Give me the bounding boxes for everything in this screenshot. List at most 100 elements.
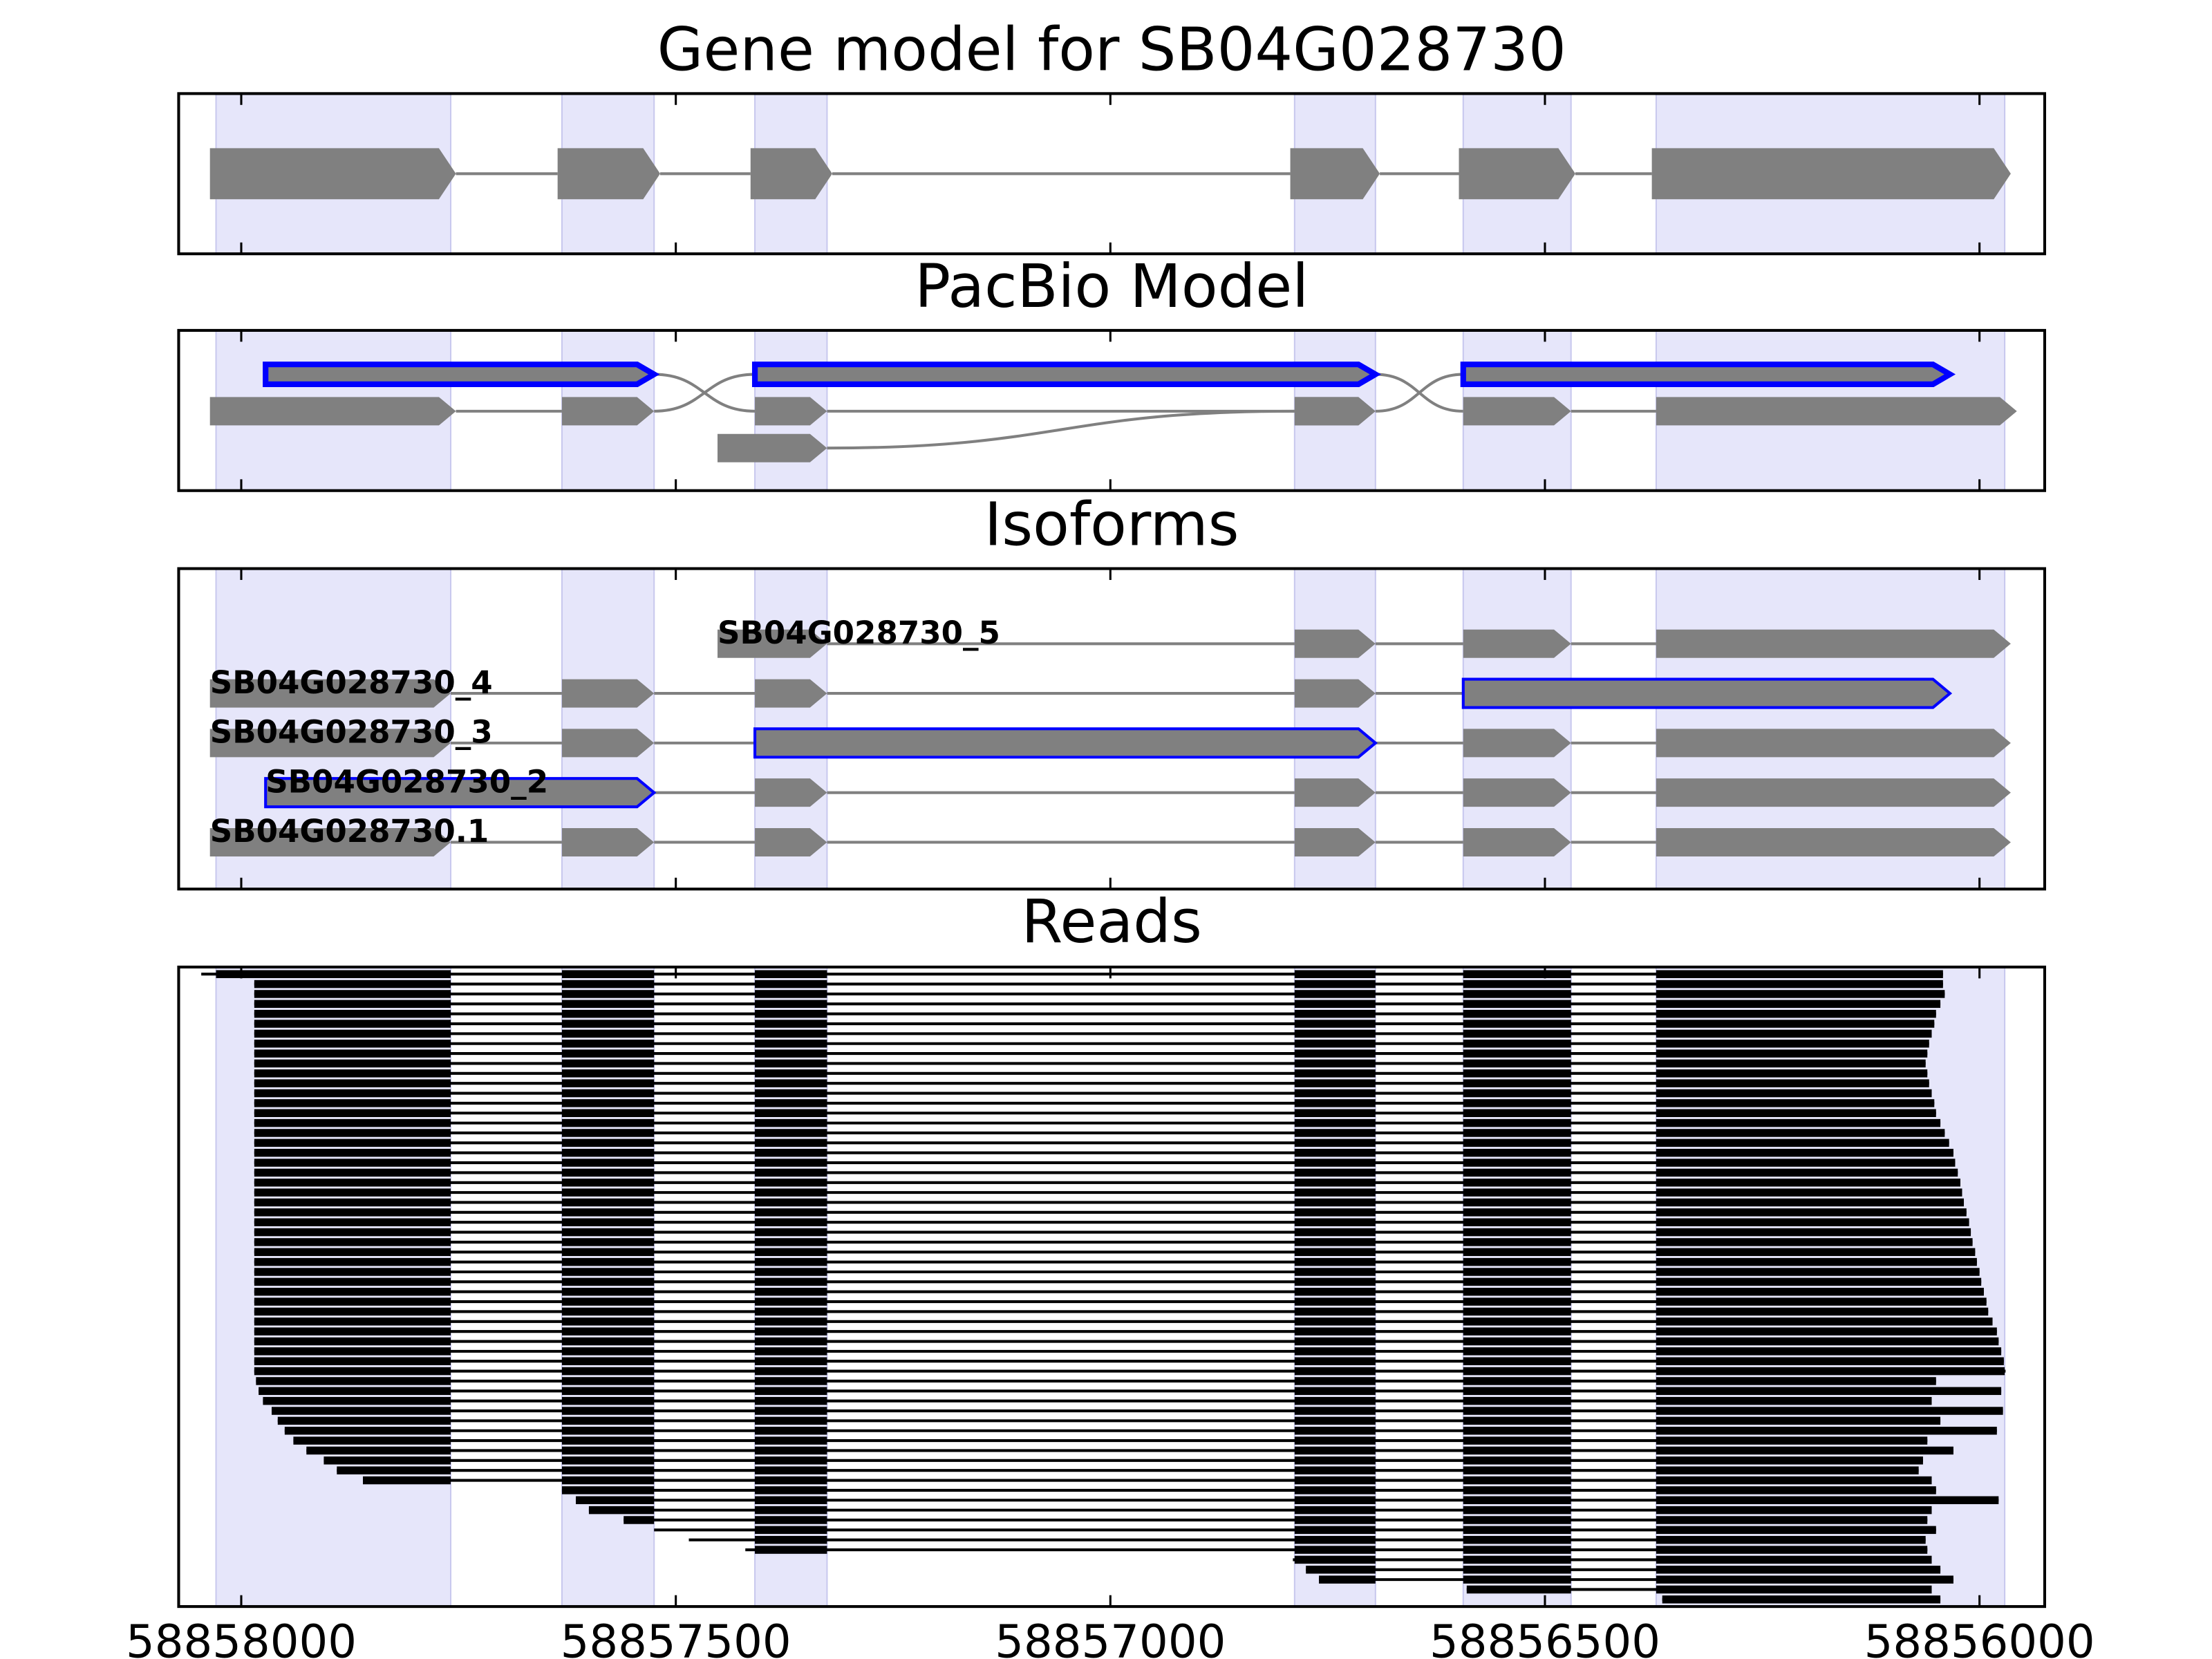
read-block [561, 1138, 655, 1147]
read-block [755, 1535, 827, 1544]
exon [1460, 362, 1956, 387]
splice-link [827, 409, 1295, 450]
read-block [1463, 1476, 1571, 1485]
read-block [755, 1456, 827, 1465]
read-block [1294, 1526, 1376, 1535]
read-block [624, 1516, 655, 1524]
read-block [1656, 1218, 1969, 1226]
read-block [1656, 1546, 1928, 1554]
read-block [755, 1396, 827, 1405]
read-block [755, 1138, 827, 1147]
read-block [1294, 1297, 1376, 1306]
read-block [1294, 1347, 1376, 1356]
read-block [1656, 990, 1945, 998]
read-block [755, 1307, 827, 1316]
read-block [1656, 1059, 1926, 1068]
read-block [1463, 1436, 1571, 1445]
exon [1463, 729, 1571, 758]
read-block [755, 1496, 827, 1504]
read-block [1656, 1427, 1997, 1435]
read-block [254, 1238, 451, 1246]
read-block [1463, 1575, 1571, 1584]
read-block [1656, 1337, 1999, 1346]
read-block [755, 970, 827, 978]
read-block [1294, 1198, 1376, 1207]
read-block [755, 1109, 827, 1117]
read-block [561, 1218, 655, 1226]
read-block [1656, 1555, 1932, 1564]
read-block [755, 1297, 827, 1306]
read-block [1463, 1138, 1571, 1147]
read-block [1656, 1466, 1919, 1474]
read-block [1294, 1506, 1376, 1515]
read-block [1294, 1020, 1376, 1028]
read-block [1294, 1546, 1376, 1554]
read-block [1463, 1446, 1571, 1455]
read-block [561, 1307, 655, 1316]
read-block [1463, 1069, 1571, 1078]
read-block [254, 1257, 451, 1266]
read-block [1656, 1188, 1962, 1197]
read-block [1463, 1297, 1571, 1306]
read-block [1294, 1367, 1376, 1376]
read-block [755, 1059, 827, 1068]
read-block [1294, 1248, 1376, 1257]
x-tick-label: 58856500 [1430, 1616, 1660, 1659]
read-block [254, 1277, 451, 1286]
read-block [254, 1020, 451, 1028]
read-block [1294, 1079, 1376, 1087]
read-block [1656, 1496, 1999, 1504]
read-block [561, 1387, 655, 1396]
read-block [755, 1118, 827, 1127]
read-block [1463, 1257, 1571, 1266]
read-block [561, 1020, 655, 1028]
read-block [1656, 1357, 2004, 1365]
exon [209, 148, 456, 200]
read-block [1656, 1049, 1928, 1058]
read-block [1656, 1208, 1967, 1217]
read-block [254, 1318, 451, 1326]
read-block [1463, 1456, 1571, 1465]
read-block [1294, 980, 1376, 988]
read-block [1463, 1416, 1571, 1425]
read-block [755, 1198, 827, 1207]
read-block [254, 1148, 451, 1157]
read-block [1656, 1179, 1960, 1187]
read-block [755, 1277, 827, 1286]
read-block [254, 1188, 451, 1197]
read-block [1463, 1049, 1571, 1058]
read-block [755, 1168, 827, 1177]
exon [561, 827, 655, 856]
read-block [755, 1367, 827, 1376]
read-block [1463, 1198, 1571, 1207]
read-block [561, 1109, 655, 1117]
read-block [1463, 1466, 1571, 1474]
read-block [561, 1148, 655, 1157]
read-block [561, 1228, 655, 1237]
read-block [1463, 1159, 1571, 1167]
exon [1461, 677, 1953, 709]
read-block [561, 1099, 655, 1107]
read-block [755, 1218, 827, 1226]
read-block [561, 1347, 655, 1356]
exon [1294, 827, 1376, 856]
exon [1656, 397, 2017, 426]
read-block [1656, 1138, 1949, 1147]
read-block [1463, 1535, 1571, 1544]
read-block [1294, 1427, 1376, 1435]
read-block [1463, 1367, 1571, 1376]
exon [750, 148, 832, 200]
read-block [254, 1347, 451, 1356]
read-block [576, 1496, 655, 1504]
read-block [1294, 1179, 1376, 1187]
read-block [254, 1327, 451, 1335]
exon [1294, 397, 1376, 426]
exon [209, 397, 456, 426]
read-block [755, 1347, 827, 1356]
read-block [1656, 1198, 1965, 1207]
read-block [1294, 1436, 1376, 1445]
exon [557, 148, 661, 200]
read-block [1294, 1496, 1376, 1504]
read-block [561, 1009, 655, 1018]
read-block [1656, 1347, 2002, 1356]
